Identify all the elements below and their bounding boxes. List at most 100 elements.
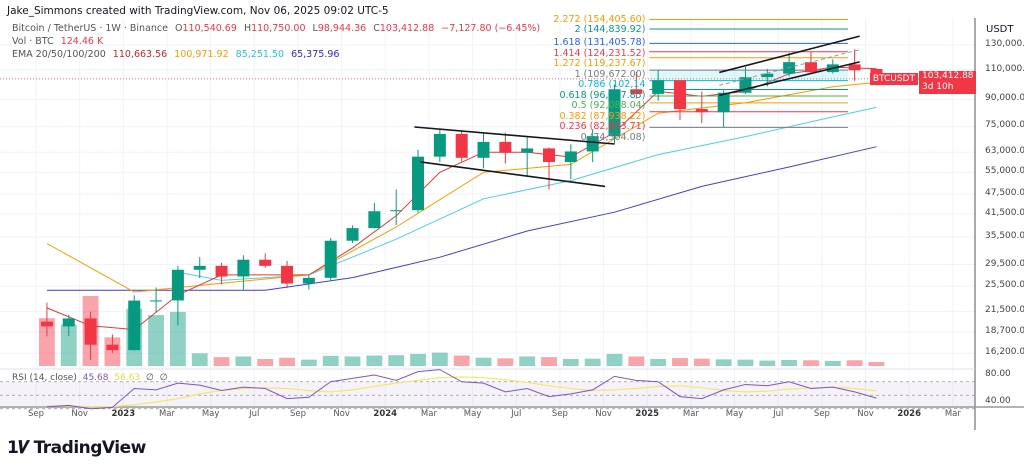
ema100-line: [177, 106, 877, 281]
price-tick: 130,000.00: [985, 39, 1024, 49]
volume-bar: [431, 352, 448, 366]
volume-label: Vol · BTC: [12, 36, 54, 47]
candle-body: [455, 133, 468, 158]
price-tick: 47,500.00: [985, 188, 1024, 198]
trendline: [420, 161, 606, 188]
price-tick: 41,500.00: [985, 207, 1024, 218]
candle-body: [40, 321, 53, 327]
fib-level-label: 1.618 (131,405.78): [553, 37, 646, 49]
fib-level-label: 0.236 (82,803.71): [559, 121, 646, 133]
volume-bar: [497, 358, 514, 366]
volume-bar: [759, 360, 776, 366]
fib-level-label: 1 (109,672.00): [574, 68, 646, 80]
volume-bar: [824, 360, 841, 366]
volume-bar: [453, 355, 470, 366]
volume-bar: [584, 358, 601, 366]
ohlc-legend: Bitcoin / TetherUS · 1W · Binance O110,5…: [12, 23, 544, 34]
candle-body: [193, 265, 206, 270]
candle-body: [237, 259, 250, 277]
candle-body: [106, 344, 119, 351]
time-tick: May: [201, 409, 220, 419]
volume-bar: [60, 324, 77, 366]
fib-level-label: 0.5 (92,088.04): [571, 100, 646, 112]
volume-legend[interactable]: Vol · BTC 124.46 K: [12, 36, 107, 47]
symbol-label[interactable]: Bitcoin / TetherUS · 1W · Binance: [12, 23, 168, 34]
trendline: [719, 61, 860, 97]
candle-body: [761, 73, 774, 78]
candle-body: [171, 269, 184, 301]
time-tick: Nov: [333, 409, 350, 419]
volume-bar: [715, 359, 732, 366]
current-price-tag: 103,412.88 3d 10h: [919, 71, 976, 94]
time-tick: Mar: [682, 409, 699, 419]
fib-level-label: 0 (74,504.08): [580, 131, 646, 143]
time-tick: Nov: [71, 409, 88, 419]
rsi-value: 45.68: [82, 373, 109, 383]
time-tick: Sep: [813, 409, 830, 419]
candle-body: [608, 89, 621, 137]
close-value: 103,412.88: [379, 23, 435, 34]
low-value: 98,944.36: [317, 23, 367, 34]
volume-bar: [628, 356, 645, 366]
candle-body: [368, 211, 381, 229]
chart-attribution: Jake_Simmons created with TradingView.co…: [7, 5, 389, 17]
candle-body: [215, 265, 228, 277]
volume-bar: [846, 360, 863, 366]
time-tick: May: [725, 409, 744, 419]
time-tick: May: [463, 409, 482, 419]
volume-bar: [562, 359, 579, 366]
ema-legend[interactable]: EMA 20/50/100/200 110,663.56 100,971.92 …: [12, 49, 343, 60]
trendline: [414, 126, 615, 145]
candle-body: [281, 265, 294, 284]
candle-body: [346, 228, 359, 241]
bar-countdown: 3d 10h: [922, 82, 954, 92]
low-prefix: L: [312, 23, 318, 34]
volume-bar: [737, 359, 754, 366]
fib-level-label: 0.382 (87,938.22): [559, 110, 646, 122]
volume-bar: [672, 358, 688, 366]
candle-body: [477, 141, 490, 158]
time-tick: Nov: [595, 409, 612, 419]
ema200-value: 65,375.96: [291, 49, 340, 60]
tradingview-logo[interactable]: 𝟭𝑽 TradingView: [7, 438, 146, 458]
candle-body: [62, 318, 75, 327]
volume-bar: [410, 353, 426, 366]
fib-zone: [649, 70, 849, 81]
fib-level-label: 2 (144,839.92): [574, 24, 646, 36]
volume-bar: [693, 358, 710, 366]
logo-text: TradingView: [33, 438, 147, 458]
volume-bar: [257, 359, 274, 366]
ema50-value: 100,971.92: [174, 49, 229, 60]
rsi-tick: 80.00: [985, 369, 1011, 379]
fib-level-label: 0.786 (102,14: [578, 79, 646, 91]
rsi-legend[interactable]: RSI (14, close) 45.68 56.63 ∅ ∅: [12, 373, 171, 383]
fib-level-label: 0.618 (96,237.85): [559, 89, 646, 101]
candle-body: [302, 277, 315, 284]
price-tick: 21,500.00: [985, 305, 1024, 316]
time-tick: Jul: [773, 409, 784, 419]
current-symbol-tag: BTCUSDT: [869, 73, 918, 85]
candle-body: [499, 141, 512, 153]
current-price: 103,412.88: [922, 71, 974, 81]
volume-bar: [650, 359, 667, 366]
price-tick: 90,000.00: [985, 93, 1024, 104]
volume-bar: [519, 356, 536, 366]
time-tick: Mar: [944, 409, 961, 419]
candle-body: [848, 64, 861, 71]
volume-bar: [191, 353, 208, 366]
candle-body: [804, 62, 817, 73]
volume-bar: [541, 357, 557, 366]
volume-bar: [781, 359, 798, 366]
candle-body: [543, 148, 556, 162]
time-tick: 2025: [635, 409, 660, 419]
price-tick: 18,700.00: [985, 325, 1024, 336]
volume-bar: [868, 362, 885, 366]
volume-bar: [300, 359, 317, 366]
price-tick: 110,000.00: [985, 63, 1024, 74]
time-tick: 2026: [897, 409, 922, 419]
time-tick: Jul: [249, 409, 260, 419]
ema-label: EMA 20/50/100/200: [12, 49, 106, 60]
price-tick: 63,000.00: [985, 146, 1024, 157]
volume-bar: [344, 356, 361, 366]
